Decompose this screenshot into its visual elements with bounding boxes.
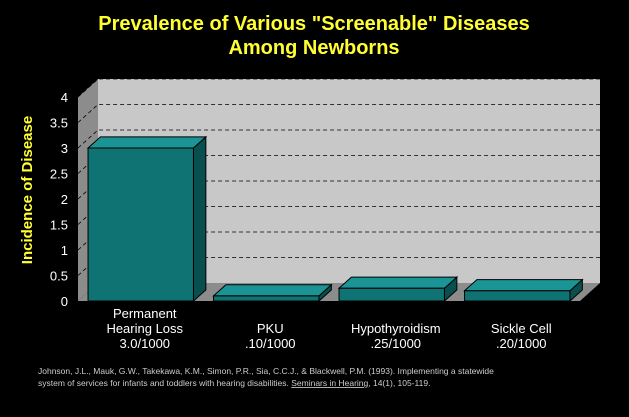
y-tick-label: 3.5 [50,116,68,131]
gridline [77,129,600,149]
chart-title: Prevalence of Various "Screenable" Disea… [98,13,529,59]
category-label: Hypothyroidism [351,321,441,336]
bar-top [337,276,459,289]
bar-0 [86,135,208,303]
y-tick-label: 3 [61,141,68,156]
category-label: 3.0/1000 [119,336,170,351]
citation-line-2: system of services for infants and toddl… [38,378,430,388]
gridline [77,180,600,200]
bar-top [463,279,584,292]
category-label: Permanent [113,306,177,321]
bar-front [338,287,445,302]
category-label: .25/1000 [370,336,421,351]
title-line-1: Prevalence of Various "Screenable" Disea… [98,13,529,35]
y-tick-label: 1.5 [50,218,68,233]
y-tick-label: 0 [61,294,68,309]
bar-3 [463,278,584,303]
back-wall [98,79,600,283]
gridline [77,257,600,276]
category-label: Hearing Loss [106,321,183,336]
bar-front [87,147,194,302]
category-label: .20/1000 [496,336,547,351]
gridline [77,155,600,174]
bar-2 [337,275,459,303]
category-label: PKU [257,321,284,336]
bar-front [464,290,571,302]
bars [86,135,584,303]
gridline [77,206,600,225]
y-tick-label: 0.5 [50,269,68,284]
citation-text: system of services for infants and toddl… [38,378,291,388]
y-tick-label: 1 [61,243,68,258]
y-tick-label: 4 [61,90,68,105]
gridline [77,231,600,251]
bar-top [86,136,208,149]
citation-line-1: Johnson, J.L., Mauk, G.W., Takekawa, K.M… [38,366,494,376]
y-tick-label: 2.5 [50,167,68,182]
category-label: .10/1000 [245,336,296,351]
bar-front [213,295,320,302]
citation-volume: , 14(1), 105-119. [368,378,430,388]
bar-top [212,284,333,297]
gridlines [77,78,600,276]
y-axis-label: Incidence of Disease [19,116,36,264]
bar-1 [212,283,333,303]
title-line-2: Among Newborns [228,37,399,59]
gridline [77,104,600,123]
gridline [77,78,600,98]
citation-journal: Seminars in Hearing [291,378,368,388]
category-label: Sickle Cell [491,321,552,336]
bar-side [192,135,207,303]
y-tick-label: 2 [61,192,68,207]
y-tick-labels: 0 0.5 1 1.5 2 2.5 3 3.5 4 [50,90,68,309]
